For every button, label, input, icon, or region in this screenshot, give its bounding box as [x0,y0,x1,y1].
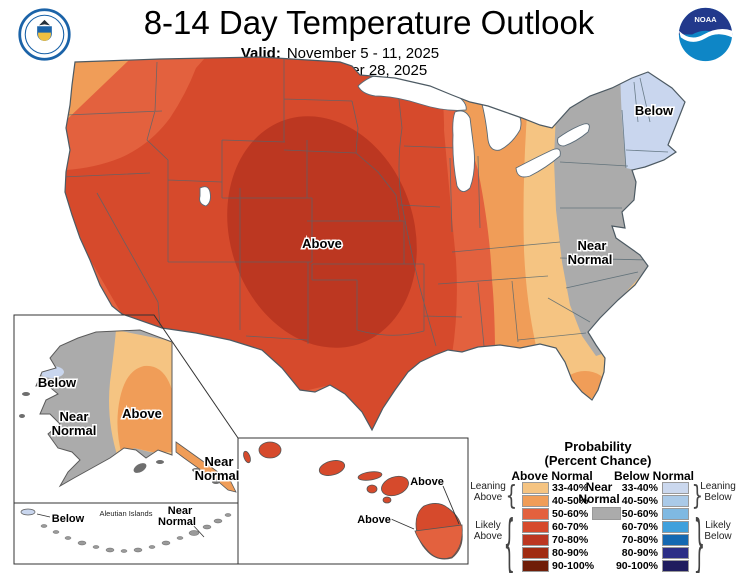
noaa-logo-text: NOAA [694,15,717,24]
great-salt-lake [199,186,211,207]
alaska-outline [35,329,173,488]
above-pct-70-80: 70-80% [552,534,589,546]
lake-erie [515,148,561,178]
below-swatch-40-50 [662,495,689,507]
alaska-above-region [117,365,172,456]
hawaii-above-east-label: Above [410,476,444,488]
alaska-near-label: Near [60,409,89,424]
above-pct-33-40: 33-40% [552,482,589,494]
island-molokai [357,471,383,481]
below-swatch-50-60 [662,508,689,520]
conus-below-label: Below [635,103,674,118]
legend-title: Probability [564,439,632,454]
above-swatch-50-60 [522,508,549,520]
band-center-70-80 [227,116,417,348]
island-maui [381,475,409,497]
alaska-normal-label: Normal [52,423,97,438]
above-swatch-90-100 [522,560,549,572]
hawaii-inset-box [237,437,469,565]
commerce-seal-logo [18,8,71,61]
above-pct-60-70: 60-70% [552,521,589,533]
below-swatch-60-70 [662,521,689,533]
above-swatch-33-40 [522,482,549,494]
above-pct-40-50: 40-50% [552,495,589,507]
lake-ontario [557,123,590,147]
above-pct-90-100: 90-100% [552,560,595,572]
noaa-gull-icon [678,29,733,42]
leaning-below-label: Leaning Below [700,481,736,503]
conus-above-label: Above [302,236,342,251]
hawaii-above-west-pointer-line [390,518,415,530]
above-pct-50-60: 50-60% [552,508,589,520]
aleutian-below-island [20,508,36,516]
lake-michigan [452,110,475,192]
below-pct-40-50: 40-50% [621,495,658,507]
state-borders [65,58,669,347]
alaska-map: Below Near Normal Above Near Normal [19,329,241,553]
island-lanai [366,484,378,494]
valid-value: November 5 - 11, 2025 [286,45,440,62]
alaska-se-near-label: Near [205,454,234,469]
aleutian-near-pointer-line [191,523,205,538]
island-kauai [258,441,282,459]
below-pct-60-70: 60-70% [621,521,658,533]
great-lakes [199,72,590,207]
below-pct-50-60: 50-60% [621,508,658,520]
likely-below-label: Likely Below [704,520,732,542]
commerce-seal-emblem [25,15,64,54]
above-swatch-40-50 [522,495,549,507]
aleutian-near-label: Near [168,505,193,517]
legend-near-label: Near [585,480,613,494]
aleutian-islands-label: Aleutian Islands [100,509,153,518]
leaning-below-brace: } [691,479,704,512]
island-kahoolawe [382,496,392,504]
above-swatch-60-70 [522,521,549,533]
below-swatch-70-80 [662,534,689,546]
hawaii-above-west-label: Above [357,514,391,526]
alaska-below-label: Below [38,375,77,390]
aleutian-below-label: Below [52,513,85,525]
below-swatch-33-40 [662,482,689,494]
alaska-islands [19,392,220,484]
alaska-above-label: Above [122,406,162,421]
aleutian-islands-chain [40,513,232,553]
below-swatch-90-100 [662,560,689,572]
noaa-logo: NOAA [678,7,733,62]
leaning-above-brace: { [505,479,518,512]
likely-above-brace: { [503,505,516,573]
legend-below-normal-header: Below Normal [613,469,694,483]
aleutian-normal-label: Normal [158,516,196,528]
below-swatch-80-90 [662,547,689,559]
conus-outline [64,56,686,432]
hawaii-map: Above Above [243,441,463,560]
leaning-above-label: Leaning Above [470,481,506,503]
conus-normal-label: Normal [568,252,613,267]
above-swatch-70-80 [522,534,549,546]
below-pct-80-90: 80-90% [621,547,658,559]
near-normal-swatch [592,507,621,520]
above-swatch-80-90 [522,547,549,559]
aleutian-below-pointer-line [36,513,51,518]
below-pct-70-80: 70-80% [621,534,658,546]
legend-normal-label: Normal [578,492,620,506]
below-pct-90-100: 90-100% [615,560,658,572]
below-pct-33-40: 33-40% [621,482,658,494]
aleutian-strip: Below Aleutian Islands Near Normal [20,504,232,553]
above-pct-80-90: 80-90% [552,547,589,559]
island-hawaii-lower [414,524,463,559]
alaska-panhandle [175,441,237,493]
likely-above-label: Likely Above [473,520,503,542]
page-title: 8-14 Day Temperature Outlook [143,4,595,41]
legend-above-normal-header: Above Normal [511,469,593,483]
likely-below-brace: } [693,505,706,573]
legend-subtitle: (Percent Chance) [544,453,652,468]
hawaii-above-east-pointer-line [442,485,460,525]
island-niihau [243,450,251,464]
island-oahu [318,460,346,476]
alaska-se-normal-label: Normal [195,468,240,483]
conus-near-label: Near [578,238,607,253]
